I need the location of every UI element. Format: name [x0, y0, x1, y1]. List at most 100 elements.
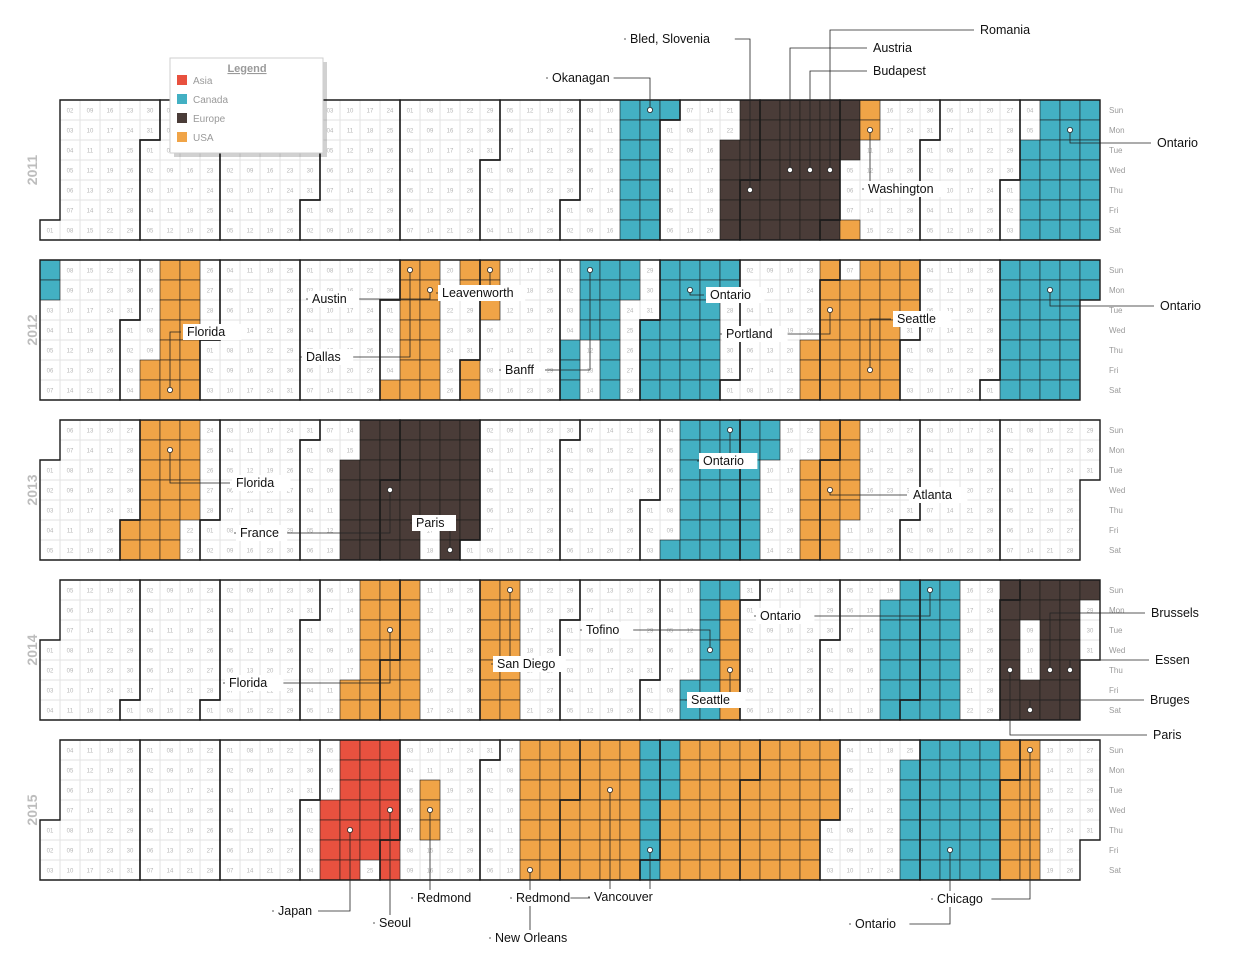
callout-label-bg — [851, 916, 910, 932]
day-number: 25 — [367, 869, 374, 875]
weekday-label: Thu — [1109, 506, 1123, 515]
day-number: 02 — [127, 349, 134, 355]
day-number: 11 — [67, 329, 74, 335]
day-number: 09 — [507, 429, 514, 435]
trip-day — [139, 459, 161, 481]
day-number: 09 — [667, 529, 674, 535]
day-number: 01 — [827, 649, 834, 655]
day-number: 27 — [627, 549, 634, 555]
legend: Legend Asia Canada Europe USA — [169, 57, 327, 157]
day-number: 02 — [747, 629, 754, 635]
day-number: 29 — [907, 229, 914, 235]
day-number: 16 — [427, 689, 434, 695]
legend-swatch-asia — [177, 75, 187, 85]
trip-day — [659, 99, 681, 121]
day-number: 17 — [707, 169, 714, 175]
trip-day — [479, 299, 501, 321]
day-number: 12 — [247, 649, 254, 655]
day-number: 14 — [427, 229, 434, 235]
trip-day — [659, 539, 681, 561]
trip-day — [579, 839, 601, 861]
trip-day — [759, 439, 781, 461]
day-number: 20 — [107, 429, 114, 435]
day-number: 23 — [367, 229, 374, 235]
trip-day — [619, 219, 641, 241]
trip-day — [479, 699, 501, 721]
day-number: 29 — [467, 669, 474, 675]
trip-day — [359, 619, 381, 641]
trip-day — [539, 779, 561, 801]
day-number: 06 — [67, 429, 74, 435]
day-number: 07 — [507, 749, 514, 755]
day-number: 12 — [247, 829, 254, 835]
day-number: 06 — [67, 789, 74, 795]
day-number: 06 — [227, 669, 234, 675]
day-number: 06 — [747, 709, 754, 715]
trip-day — [399, 639, 421, 661]
trip-day — [779, 799, 801, 821]
callout-leader — [869, 318, 891, 370]
trip-day — [459, 379, 481, 401]
day-number: 02 — [1007, 449, 1014, 455]
trip-day — [699, 419, 721, 441]
trip-day — [359, 699, 381, 721]
trip-day — [819, 219, 841, 241]
day-number: 21 — [87, 389, 94, 395]
day-number: 24 — [1067, 469, 1074, 475]
trip-day — [379, 459, 401, 481]
day-number: 30 — [1007, 169, 1014, 175]
day-number: 16 — [1047, 809, 1054, 815]
day-number: 13 — [327, 549, 334, 555]
trip-day — [539, 799, 561, 821]
callout-dot — [947, 847, 954, 854]
day-number: 23 — [887, 489, 894, 495]
trip-day — [679, 859, 701, 881]
day-number: 20 — [267, 489, 274, 495]
trip-day — [619, 819, 641, 841]
trip-day — [819, 779, 841, 801]
trip-day — [619, 779, 641, 801]
day-number: 26 — [207, 469, 214, 475]
trip-day — [1059, 99, 1081, 121]
day-number: 19 — [267, 469, 274, 475]
day-number: 29 — [567, 589, 574, 595]
day-number: 13 — [427, 629, 434, 635]
day-number: 16 — [507, 389, 514, 395]
day-number: 11 — [507, 829, 514, 835]
day-number: 17 — [947, 389, 954, 395]
day-number: 27 — [987, 309, 994, 315]
trip-day — [639, 339, 661, 361]
day-number: 15 — [267, 749, 274, 755]
trip-day — [679, 479, 701, 501]
callout-label-bg — [412, 515, 456, 531]
day-number: 16 — [707, 149, 714, 155]
day-number: 29 — [1087, 429, 1094, 435]
trip-day — [799, 459, 821, 481]
day-number: 28 — [907, 209, 914, 215]
trip-day — [1059, 699, 1081, 721]
day-number: 28 — [207, 509, 214, 515]
trip-day — [1039, 359, 1061, 381]
trip-day — [999, 819, 1021, 841]
day-number: 05 — [147, 229, 154, 235]
trip-day — [359, 639, 381, 661]
day-number: 27 — [367, 369, 374, 375]
day-number: 31 — [287, 389, 294, 395]
day-number: 05 — [487, 489, 494, 495]
day-number: 21 — [547, 149, 554, 155]
day-number: 10 — [767, 469, 774, 475]
trip-day — [679, 379, 701, 401]
trip-day — [519, 779, 541, 801]
day-number: 07 — [587, 429, 594, 435]
day-number: 31 — [647, 309, 654, 315]
trip-day — [999, 359, 1021, 381]
trip-day — [1079, 119, 1101, 141]
trip-day — [819, 179, 841, 201]
callout-label-bg — [302, 349, 354, 365]
day-number: 04 — [307, 329, 314, 335]
day-number: 16 — [787, 629, 794, 635]
weekday-label: Fri — [1109, 206, 1119, 215]
day-number: 22 — [527, 549, 534, 555]
day-number: 16 — [867, 489, 874, 495]
day-number: 08 — [687, 129, 694, 135]
